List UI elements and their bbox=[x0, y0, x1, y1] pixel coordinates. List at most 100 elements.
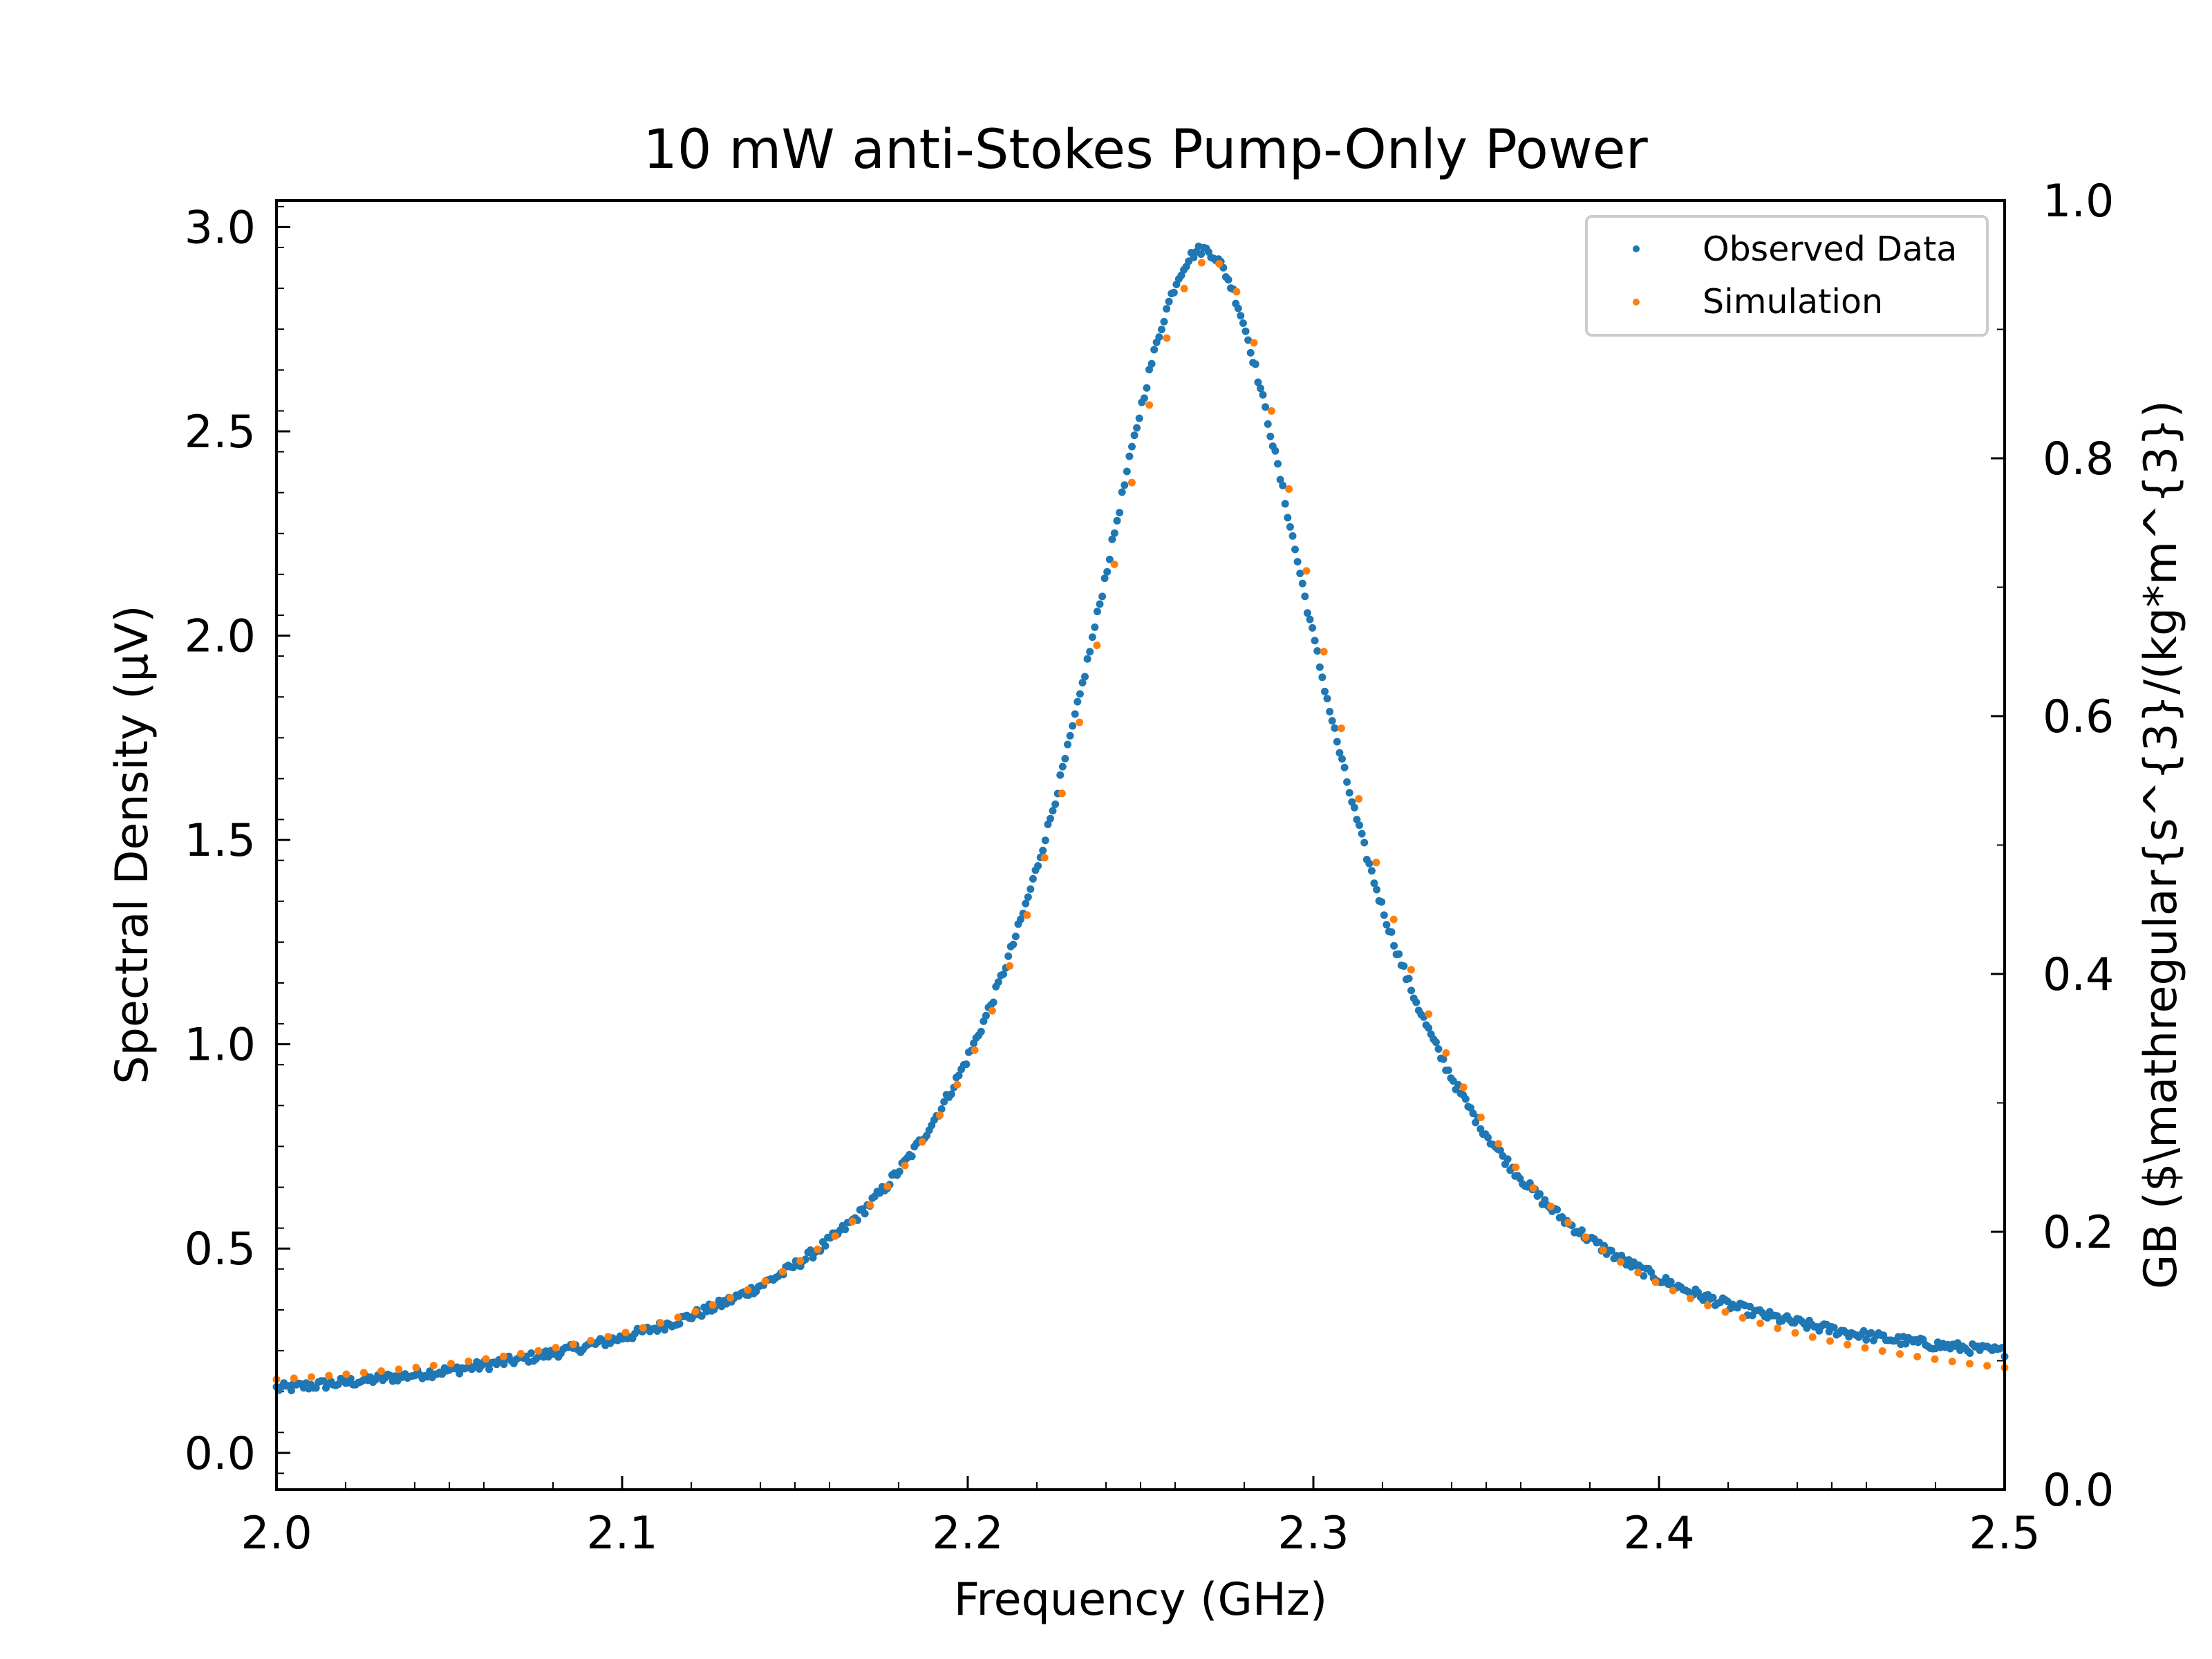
data-point bbox=[325, 1371, 333, 1380]
data-point bbox=[1023, 911, 1031, 919]
data-point bbox=[1564, 1219, 1573, 1227]
data-point bbox=[290, 1374, 298, 1382]
data-point bbox=[1254, 378, 1262, 386]
data-point bbox=[1494, 1140, 1503, 1148]
data-point bbox=[674, 1313, 682, 1322]
data-point bbox=[1011, 932, 1020, 941]
data-point bbox=[1285, 485, 1293, 493]
data-point bbox=[1061, 755, 1069, 762]
data-point bbox=[1110, 529, 1118, 537]
data-point bbox=[709, 1301, 717, 1309]
data-point bbox=[988, 1006, 996, 1015]
data-point bbox=[1083, 655, 1091, 663]
data-point bbox=[661, 1326, 668, 1334]
data-point bbox=[1262, 403, 1270, 411]
data-point bbox=[1157, 326, 1165, 334]
data-point bbox=[517, 1349, 525, 1358]
data-point bbox=[1791, 1329, 1799, 1337]
x-tick-label: 2.2 bbox=[932, 1508, 1003, 1559]
data-point bbox=[848, 1217, 856, 1226]
data-point bbox=[1009, 940, 1018, 948]
data-point bbox=[1826, 1337, 1834, 1345]
data-point bbox=[1395, 950, 1403, 958]
data-point bbox=[1076, 718, 1084, 727]
data-point bbox=[1582, 1233, 1590, 1241]
data-point bbox=[312, 1384, 320, 1392]
data-point bbox=[1127, 478, 1136, 487]
observed-data-series bbox=[272, 242, 2009, 1394]
data-point bbox=[1145, 401, 1154, 409]
data-point bbox=[1896, 1350, 1904, 1358]
data-point bbox=[1878, 1347, 1886, 1355]
data-point bbox=[1355, 795, 1363, 803]
data-point bbox=[936, 1111, 944, 1119]
data-point bbox=[1382, 921, 1391, 929]
data-point bbox=[1257, 384, 1264, 393]
data-point bbox=[1389, 915, 1398, 924]
data-point bbox=[621, 1329, 630, 1337]
data-point bbox=[1110, 560, 1118, 568]
data-point bbox=[1064, 740, 1071, 749]
data-point bbox=[1425, 1010, 1433, 1018]
data-point bbox=[940, 1098, 948, 1106]
chart-title: 10 mW anti-Stokes Pump-Only Power bbox=[643, 119, 1648, 181]
y-tick-label: 0.5 bbox=[185, 1224, 256, 1275]
data-point bbox=[901, 1161, 909, 1170]
data-point bbox=[1130, 431, 1138, 440]
data-point bbox=[342, 1370, 350, 1378]
data-point bbox=[1432, 1038, 1440, 1047]
data-point bbox=[1667, 1277, 1675, 1286]
data-point bbox=[334, 1380, 342, 1389]
data-point bbox=[1830, 1324, 1838, 1332]
y-tick-label: 1.5 bbox=[185, 815, 256, 867]
data-point bbox=[1279, 481, 1287, 489]
data-point bbox=[1000, 970, 1007, 978]
data-point bbox=[1105, 555, 1114, 563]
data-point bbox=[1093, 641, 1101, 650]
data-point bbox=[1380, 911, 1388, 919]
data-point bbox=[1224, 276, 1232, 284]
data-point bbox=[761, 1277, 769, 1286]
data-point bbox=[1311, 637, 1319, 645]
data-point bbox=[1234, 304, 1242, 312]
data-point bbox=[1553, 1206, 1562, 1214]
data-point bbox=[1044, 821, 1052, 829]
data-point bbox=[1340, 763, 1349, 771]
data-point bbox=[1773, 1312, 1781, 1320]
data-point bbox=[1315, 663, 1324, 671]
data-point bbox=[1145, 366, 1153, 374]
data-point bbox=[587, 1337, 594, 1344]
data-point bbox=[1098, 592, 1107, 601]
data-point bbox=[1040, 854, 1049, 862]
data-point bbox=[1286, 523, 1294, 531]
data-point bbox=[377, 1367, 385, 1375]
y-tick-label: 2.5 bbox=[185, 406, 256, 458]
data-point bbox=[1024, 893, 1032, 901]
data-point bbox=[1267, 407, 1275, 415]
data-point bbox=[1862, 1335, 1871, 1344]
data-point bbox=[989, 998, 997, 1006]
data-point bbox=[1017, 915, 1024, 924]
data-point bbox=[1704, 1302, 1712, 1310]
data-point bbox=[1387, 928, 1396, 936]
x-tick-label: 2.4 bbox=[1623, 1508, 1694, 1559]
data-point bbox=[1143, 384, 1151, 392]
data-point bbox=[1113, 516, 1121, 525]
data-point bbox=[1288, 532, 1297, 540]
data-point bbox=[1232, 288, 1241, 296]
data-point bbox=[1133, 424, 1141, 432]
data-point bbox=[1738, 1314, 1747, 1322]
data-point bbox=[1320, 648, 1328, 656]
data-point bbox=[1163, 334, 1171, 342]
data-point bbox=[1405, 975, 1413, 983]
data-point bbox=[1006, 962, 1014, 970]
data-point bbox=[1546, 1202, 1555, 1210]
x-tick-label: 2.3 bbox=[1277, 1508, 1349, 1559]
data-point bbox=[1091, 623, 1099, 631]
data-point bbox=[1948, 1358, 1956, 1366]
data-point bbox=[1125, 452, 1134, 460]
y2-tick-label: 1.0 bbox=[2043, 176, 2114, 227]
data-point bbox=[1345, 789, 1353, 797]
y-axis-label: Spectral Density (µV) bbox=[106, 605, 158, 1084]
data-point bbox=[485, 1365, 494, 1374]
